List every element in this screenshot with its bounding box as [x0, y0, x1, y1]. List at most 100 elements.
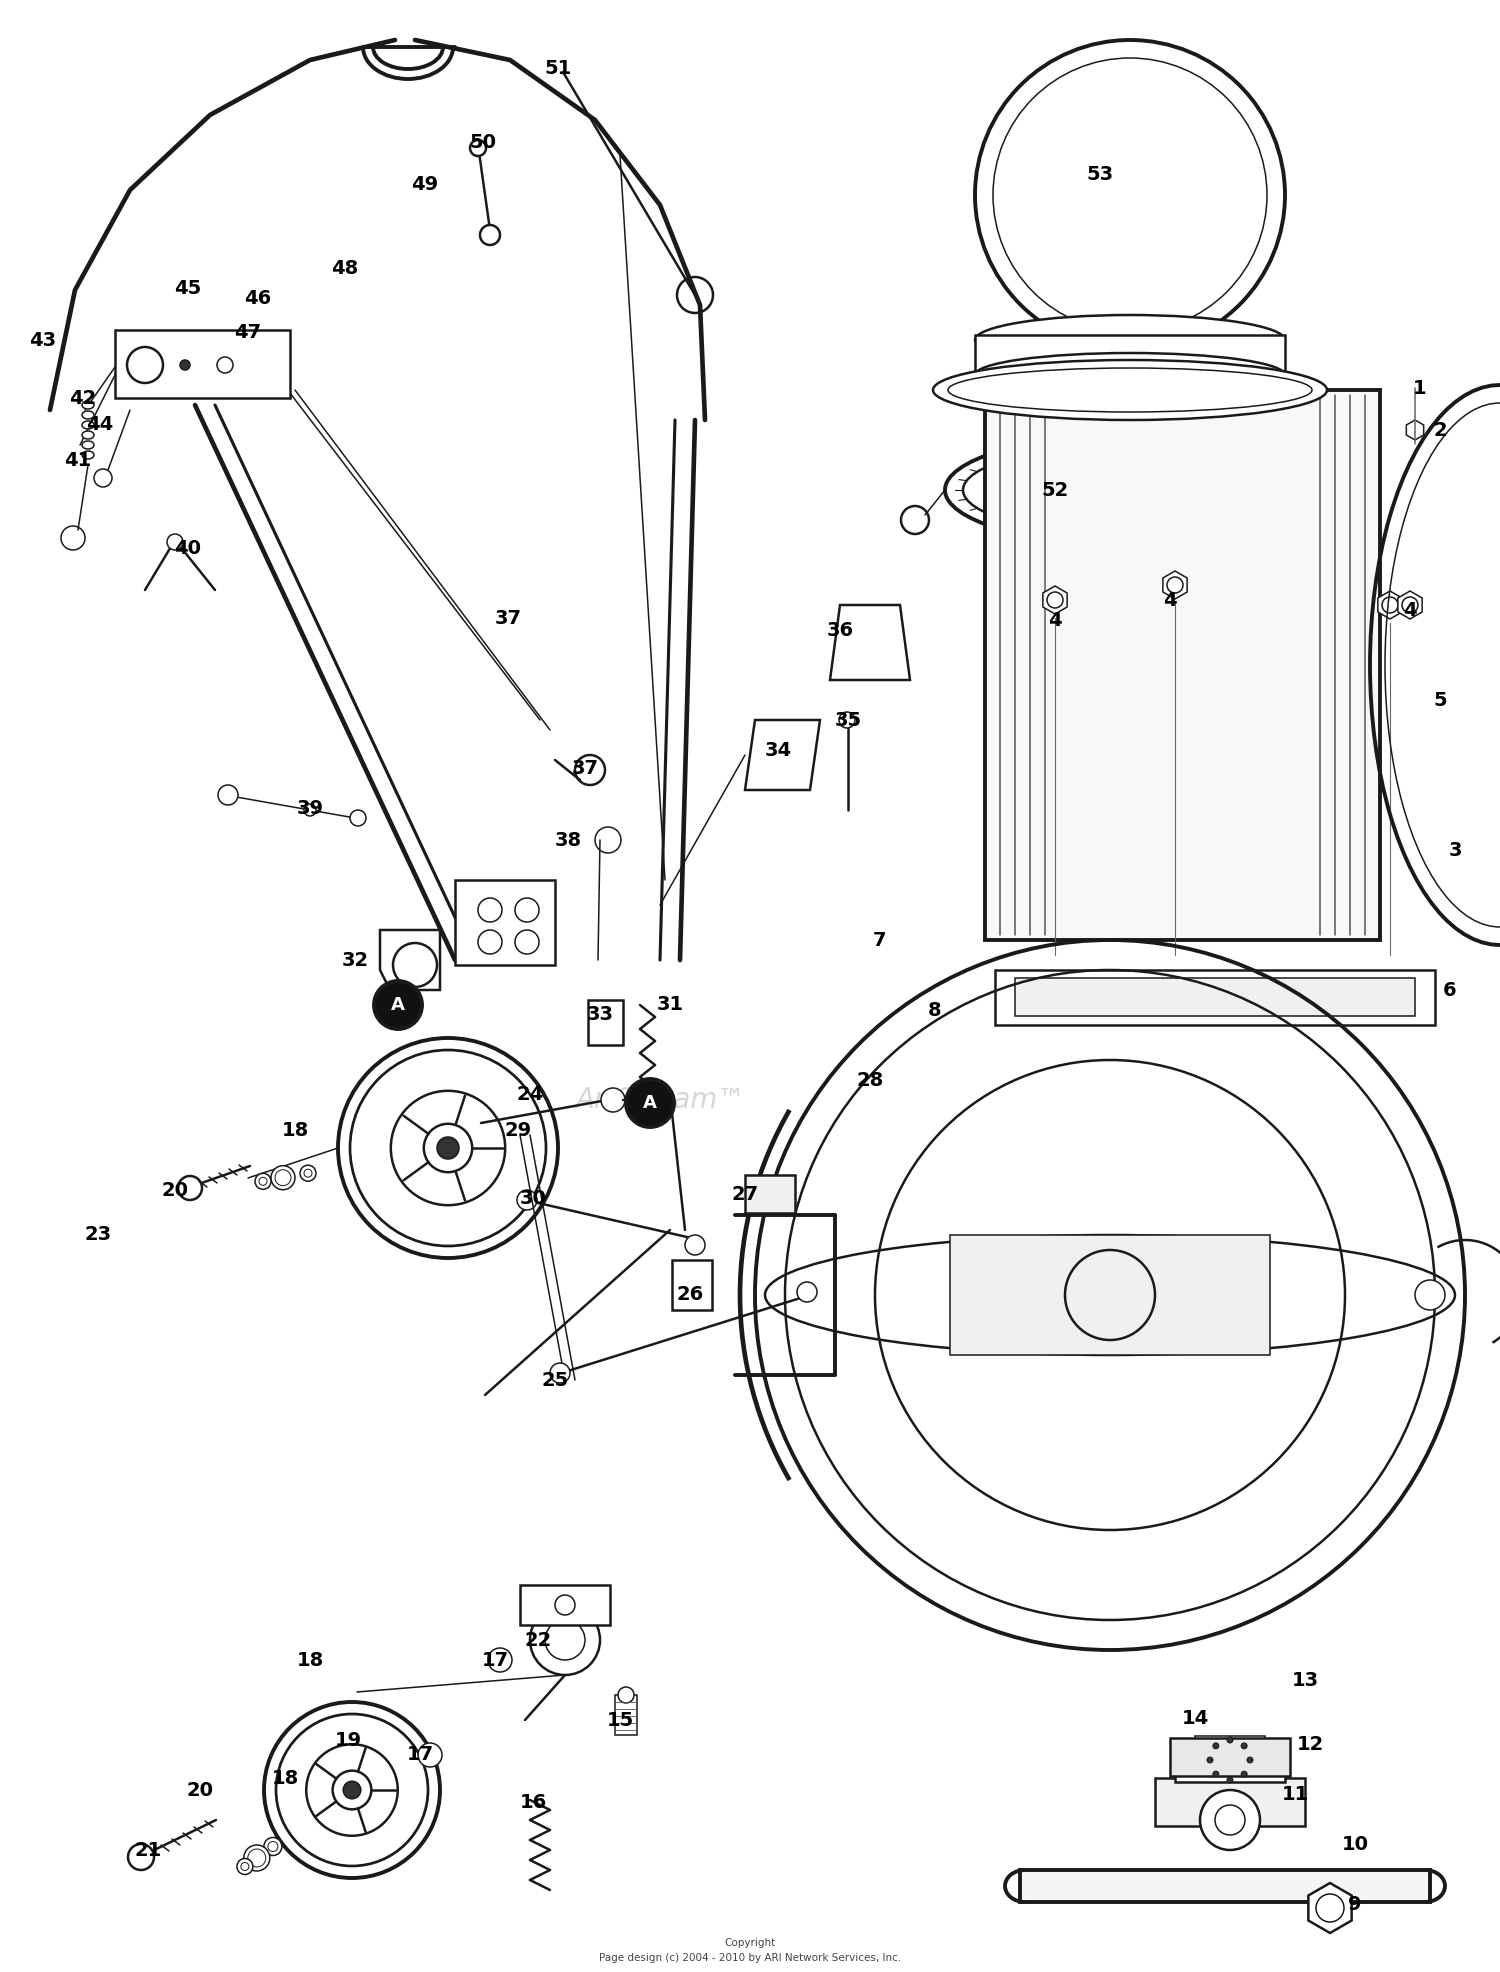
Bar	[454, 880, 555, 964]
Circle shape	[1227, 1777, 1233, 1783]
Text: ArtStream™: ArtStream™	[574, 1087, 746, 1114]
Circle shape	[1402, 598, 1417, 613]
Circle shape	[128, 347, 164, 383]
Circle shape	[255, 1173, 272, 1189]
Circle shape	[248, 1850, 266, 1867]
Bar	[1016, 978, 1414, 1016]
Circle shape	[1120, 479, 1140, 501]
Bar	[588, 1000, 622, 1045]
Text: 18: 18	[297, 1651, 324, 1670]
Text: 52: 52	[1041, 481, 1068, 499]
Text: 4: 4	[1402, 601, 1417, 619]
Ellipse shape	[975, 353, 1286, 396]
Ellipse shape	[963, 446, 1298, 534]
Text: 3: 3	[1448, 840, 1461, 860]
Polygon shape	[1042, 586, 1066, 613]
Bar	[1020, 1869, 1430, 1903]
Circle shape	[1240, 1743, 1246, 1749]
Text: A: A	[392, 996, 405, 1014]
Ellipse shape	[82, 442, 94, 450]
Circle shape	[839, 712, 855, 728]
Text: 4: 4	[1048, 611, 1062, 629]
Circle shape	[470, 140, 486, 156]
Polygon shape	[1378, 592, 1402, 619]
Text: 51: 51	[544, 59, 572, 77]
Circle shape	[993, 57, 1268, 331]
Text: 9: 9	[1348, 1895, 1362, 1915]
Circle shape	[274, 1169, 291, 1185]
Bar	[746, 1175, 795, 1213]
Circle shape	[166, 534, 183, 550]
Circle shape	[975, 39, 1286, 349]
Text: 44: 44	[87, 416, 114, 434]
Circle shape	[686, 1234, 705, 1254]
Circle shape	[350, 810, 366, 826]
Text: 32: 32	[342, 951, 369, 970]
Circle shape	[1167, 578, 1184, 594]
Text: 31: 31	[657, 996, 684, 1014]
Text: 40: 40	[174, 538, 201, 558]
Bar	[950, 1234, 1270, 1355]
Text: 21: 21	[135, 1840, 162, 1860]
Polygon shape	[1398, 592, 1422, 619]
Text: 34: 34	[765, 741, 792, 759]
Bar	[615, 1696, 638, 1735]
Text: Page design (c) 2004 - 2010 by ARI Network Services, Inc.: Page design (c) 2004 - 2010 by ARI Netwo…	[598, 1952, 902, 1962]
Text: 17: 17	[482, 1651, 508, 1670]
Bar	[672, 1260, 712, 1309]
Text: 12: 12	[1296, 1735, 1323, 1755]
Text: 37: 37	[572, 759, 598, 777]
Ellipse shape	[945, 436, 1316, 544]
Circle shape	[217, 785, 238, 805]
Text: 53: 53	[1086, 166, 1113, 185]
Circle shape	[272, 1165, 296, 1189]
Text: 46: 46	[244, 288, 272, 308]
Circle shape	[1208, 1757, 1214, 1763]
Ellipse shape	[82, 432, 94, 440]
Bar	[975, 335, 1286, 375]
Circle shape	[1246, 1757, 1252, 1763]
Text: 30: 30	[519, 1189, 546, 1207]
Circle shape	[1214, 1771, 1219, 1777]
Text: 23: 23	[84, 1225, 111, 1244]
Circle shape	[344, 1781, 362, 1798]
Polygon shape	[380, 931, 440, 990]
Text: 20: 20	[186, 1781, 213, 1800]
Circle shape	[514, 897, 538, 923]
Circle shape	[1215, 1804, 1245, 1836]
Circle shape	[419, 1743, 442, 1767]
Text: 6: 6	[1443, 980, 1456, 1000]
Text: 49: 49	[411, 176, 438, 195]
Circle shape	[244, 1846, 270, 1871]
Circle shape	[304, 805, 316, 816]
Circle shape	[264, 1838, 282, 1856]
Circle shape	[1414, 1280, 1444, 1309]
Bar	[520, 1585, 610, 1625]
Circle shape	[1227, 1737, 1233, 1743]
Text: 8: 8	[928, 1000, 942, 1020]
Circle shape	[478, 931, 502, 954]
Text: 37: 37	[495, 609, 522, 627]
Text: 38: 38	[555, 830, 582, 850]
Ellipse shape	[975, 316, 1286, 365]
Circle shape	[128, 1844, 154, 1869]
Text: 10: 10	[1341, 1836, 1368, 1854]
Text: 13: 13	[1292, 1670, 1318, 1690]
Circle shape	[626, 1079, 674, 1128]
Text: 36: 36	[827, 621, 854, 639]
Text: A: A	[644, 1094, 657, 1112]
Bar	[994, 970, 1436, 1025]
Text: 27: 27	[732, 1185, 759, 1205]
Polygon shape	[1308, 1883, 1352, 1933]
Circle shape	[242, 1862, 249, 1871]
Bar	[1174, 1751, 1286, 1783]
Circle shape	[550, 1363, 570, 1382]
Text: 14: 14	[1182, 1708, 1209, 1727]
Text: 18: 18	[272, 1769, 298, 1787]
Circle shape	[618, 1686, 634, 1704]
Text: 48: 48	[332, 258, 358, 278]
Ellipse shape	[933, 361, 1328, 420]
Text: 17: 17	[406, 1745, 433, 1765]
Circle shape	[488, 1649, 512, 1672]
Circle shape	[1316, 1893, 1344, 1923]
